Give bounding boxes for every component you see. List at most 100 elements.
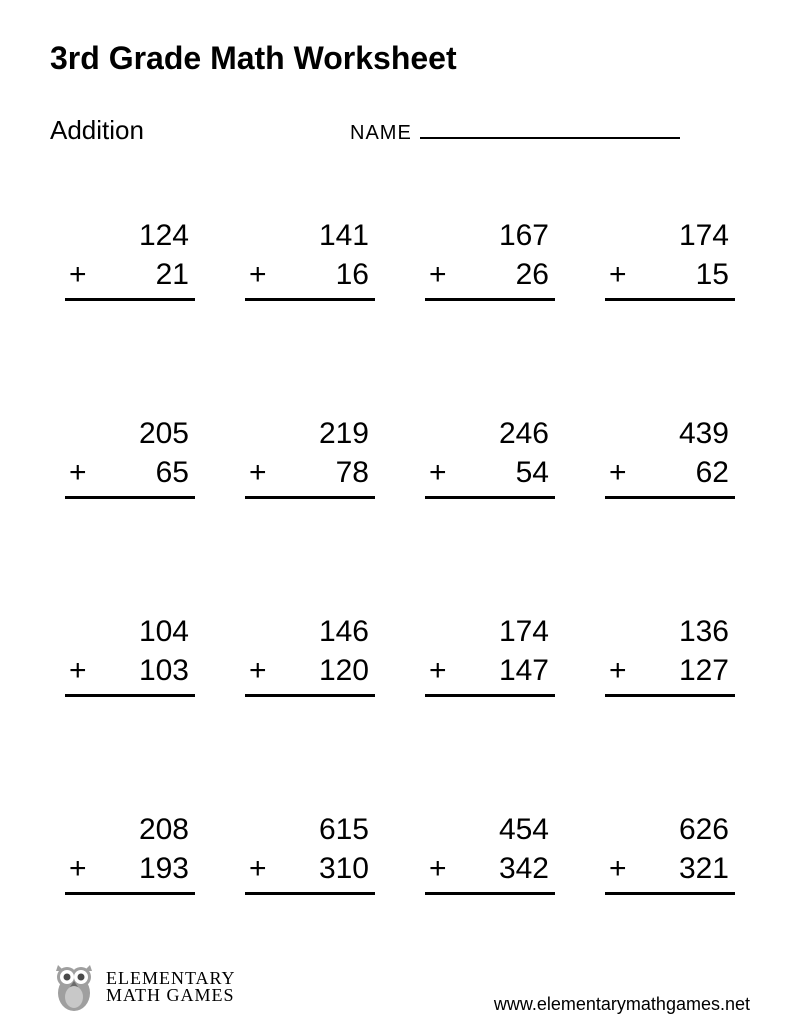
footer-url: www.elementarymathgames.net [494,994,750,1015]
logo-text: ELEMENTARY MATH GAMES [106,970,236,1004]
addend-bottom-row: +120 [245,651,375,690]
addition-problem: 626+321 [605,810,735,928]
addend-bottom-row: +147 [425,651,555,690]
answer-line[interactable] [245,496,375,532]
addend-bottom-row: +193 [65,849,195,888]
addend-top: 208 [65,810,195,849]
operator: + [605,651,627,690]
answer-line[interactable] [605,496,735,532]
addend-top: 146 [245,612,375,651]
addition-problem: 146+120 [245,612,375,730]
answer-line[interactable] [65,694,195,730]
answer-line[interactable] [425,298,555,334]
addend-top: 615 [245,810,375,849]
addend-top: 136 [605,612,735,651]
addend-bottom-row: +127 [605,651,735,690]
addend-bottom: 120 [319,651,369,690]
operator: + [65,849,87,888]
answer-line[interactable] [425,496,555,532]
logo-line2: MATH GAMES [106,987,236,1004]
addend-top: 174 [425,612,555,651]
addend-bottom: 54 [516,453,549,492]
addend-bottom-row: +342 [425,849,555,888]
addend-top: 104 [65,612,195,651]
addend-bottom: 321 [679,849,729,888]
addend-top: 454 [425,810,555,849]
addend-bottom-row: +65 [65,453,195,492]
answer-line[interactable] [245,298,375,334]
addition-problem: 174+147 [425,612,555,730]
addend-bottom-row: +15 [605,255,735,294]
addition-problem: 219+78 [245,414,375,532]
addend-bottom-row: +78 [245,453,375,492]
addend-bottom-row: +321 [605,849,735,888]
operator: + [245,849,267,888]
name-input-line[interactable] [420,119,680,139]
name-label: NAME [350,122,412,145]
operator: + [605,849,627,888]
operator: + [605,453,627,492]
addition-problem: 167+26 [425,216,555,334]
answer-line[interactable] [425,892,555,928]
footer: ELEMENTARY MATH GAMES www.elementarymath… [50,959,750,1015]
addend-top: 205 [65,414,195,453]
operator: + [425,651,447,690]
addition-problem: 615+310 [245,810,375,928]
addend-bottom: 15 [696,255,729,294]
addend-top: 124 [65,216,195,255]
answer-line[interactable] [605,694,735,730]
answer-line[interactable] [65,298,195,334]
addend-bottom: 26 [516,255,549,294]
answer-line[interactable] [425,694,555,730]
addition-problem: 454+342 [425,810,555,928]
addend-bottom-row: +310 [245,849,375,888]
operator: + [245,651,267,690]
addend-top: 439 [605,414,735,453]
addition-problem: 141+16 [245,216,375,334]
addend-bottom: 62 [696,453,729,492]
addend-top: 626 [605,810,735,849]
addition-problem: 174+15 [605,216,735,334]
addition-problem: 246+54 [425,414,555,532]
operator: + [605,255,627,294]
answer-line[interactable] [245,694,375,730]
operator: + [425,255,447,294]
addend-bottom: 310 [319,849,369,888]
addend-bottom-row: +26 [425,255,555,294]
subheader: Addition NAME [50,115,750,146]
addend-top: 219 [245,414,375,453]
addend-top: 167 [425,216,555,255]
addend-bottom: 16 [336,255,369,294]
worksheet-subtitle: Addition [50,115,350,146]
owl-icon [50,959,98,1015]
addend-bottom: 193 [139,849,189,888]
addend-bottom-row: +54 [425,453,555,492]
answer-line[interactable] [605,298,735,334]
operator: + [65,255,87,294]
logo: ELEMENTARY MATH GAMES [50,959,236,1015]
addend-top: 246 [425,414,555,453]
addend-bottom: 147 [499,651,549,690]
addend-bottom: 342 [499,849,549,888]
addition-problem: 439+62 [605,414,735,532]
addend-bottom: 127 [679,651,729,690]
worksheet-title: 3rd Grade Math Worksheet [50,40,750,77]
addition-problem: 208+193 [65,810,195,928]
addend-bottom-row: +103 [65,651,195,690]
problems-grid: 124+21141+16167+26174+15205+65219+78246+… [50,216,750,928]
addend-top: 174 [605,216,735,255]
operator: + [425,849,447,888]
answer-line[interactable] [605,892,735,928]
operator: + [425,453,447,492]
addend-bottom: 65 [156,453,189,492]
operator: + [65,453,87,492]
answer-line[interactable] [245,892,375,928]
addend-bottom-row: +62 [605,453,735,492]
addend-bottom: 78 [336,453,369,492]
addition-problem: 104+103 [65,612,195,730]
answer-line[interactable] [65,496,195,532]
answer-line[interactable] [65,892,195,928]
addition-problem: 124+21 [65,216,195,334]
operator: + [245,453,267,492]
addend-bottom: 21 [156,255,189,294]
